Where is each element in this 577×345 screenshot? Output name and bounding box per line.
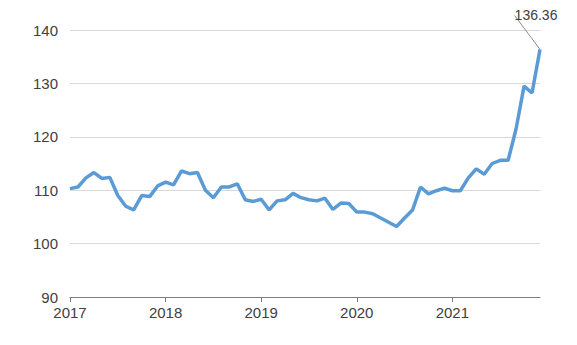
svg-text:2019: 2019 [244,304,277,321]
svg-text:2017: 2017 [53,304,86,321]
svg-text:2021: 2021 [436,304,469,321]
svg-text:136.36: 136.36 [515,7,558,23]
svg-text:2018: 2018 [149,304,182,321]
svg-text:120: 120 [33,128,58,145]
svg-text:90: 90 [41,289,58,306]
svg-text:2020: 2020 [340,304,373,321]
svg-text:130: 130 [33,75,58,92]
svg-text:100: 100 [33,235,58,252]
svg-text:110: 110 [34,182,58,199]
svg-text:140: 140 [33,22,58,39]
